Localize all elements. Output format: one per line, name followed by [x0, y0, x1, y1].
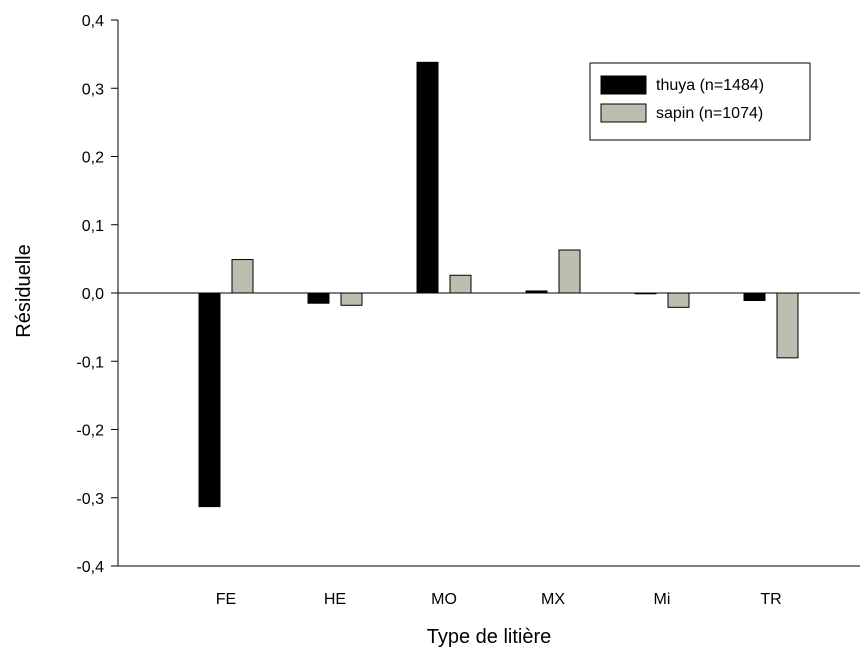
- bar-sapin-fe: [231, 259, 254, 294]
- x-tick-label-mi: Mi: [654, 591, 671, 608]
- legend-swatch-thuya: [600, 75, 647, 95]
- bar-sapin-he: [340, 292, 363, 306]
- bar-thuya-mo: [416, 61, 439, 294]
- y-axis-ticks: -0,4 -0,3 -0,2 -0,1 0,0 0,1 0,2 0,3 0,4: [76, 13, 118, 576]
- bar-sapin-tr: [776, 292, 799, 359]
- x-axis-tick-labels: FE HE MO MX Mi TR: [216, 591, 782, 608]
- bar-thuya-tr: [743, 292, 766, 302]
- x-tick-label-tr: TR: [760, 591, 781, 608]
- y-tick-label: 0,2: [82, 150, 104, 167]
- y-tick-label: 0,0: [82, 286, 104, 303]
- bar-sapin-mo: [449, 274, 472, 294]
- y-tick-label: -0,3: [76, 491, 104, 508]
- y-axis-title: Résiduelle: [13, 244, 35, 337]
- x-tick-label-mo: MO: [431, 591, 457, 608]
- legend-label-sapin: sapin (n=1074): [656, 105, 763, 122]
- x-tick-label-mx: MX: [541, 591, 565, 608]
- legend-label-thuya: thuya (n=1484): [656, 77, 764, 94]
- bars: [198, 61, 799, 508]
- bar-thuya-fe: [198, 292, 221, 508]
- x-tick-label-he: HE: [324, 591, 346, 608]
- x-tick-label-fe: FE: [216, 591, 236, 608]
- y-tick-label: 0,3: [82, 81, 104, 98]
- y-tick-label: 0,4: [82, 13, 104, 30]
- y-tick-label: -0,4: [76, 559, 104, 576]
- bar-sapin-mi: [667, 292, 690, 308]
- bar-sapin-mx: [558, 249, 581, 294]
- y-tick-label: -0,1: [76, 354, 104, 371]
- legend-frame: [589, 62, 811, 141]
- y-tick-label: 0,1: [82, 218, 104, 235]
- legend: thuya (n=1484) sapin (n=1074): [589, 62, 811, 141]
- y-tick-label: -0,2: [76, 423, 104, 440]
- x-axis-title: Type de litière: [427, 626, 552, 648]
- bar-thuya-he: [307, 292, 330, 304]
- legend-swatch-sapin: [600, 103, 647, 123]
